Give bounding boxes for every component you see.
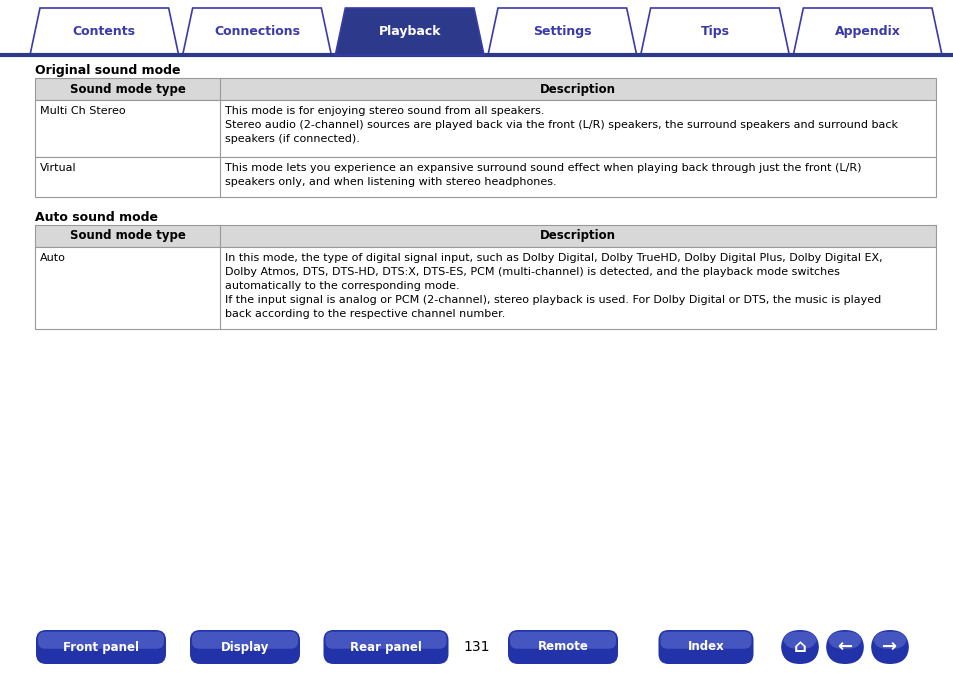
FancyBboxPatch shape bbox=[870, 630, 908, 664]
FancyBboxPatch shape bbox=[782, 632, 816, 649]
FancyBboxPatch shape bbox=[36, 630, 166, 664]
Text: Sound mode type: Sound mode type bbox=[70, 83, 185, 96]
Text: Front panel: Front panel bbox=[63, 641, 139, 653]
Text: Virtual: Virtual bbox=[40, 163, 76, 173]
FancyBboxPatch shape bbox=[827, 632, 862, 649]
Polygon shape bbox=[335, 8, 483, 55]
Polygon shape bbox=[30, 8, 178, 55]
Text: This mode is for enjoying stereo sound from all speakers.
Stereo audio (2-channe: This mode is for enjoying stereo sound f… bbox=[225, 106, 897, 144]
Text: Description: Description bbox=[539, 229, 616, 242]
Text: This mode lets you experience an expansive surround sound effect when playing ba: This mode lets you experience an expansi… bbox=[225, 163, 861, 187]
Text: Appendix: Appendix bbox=[834, 25, 900, 38]
FancyBboxPatch shape bbox=[192, 632, 297, 649]
FancyBboxPatch shape bbox=[325, 632, 446, 649]
Text: Description: Description bbox=[539, 83, 616, 96]
Bar bbox=[35, 247, 935, 329]
Bar bbox=[35, 225, 935, 247]
Text: Original sound mode: Original sound mode bbox=[35, 64, 180, 77]
Text: Tips: Tips bbox=[700, 25, 729, 38]
Text: Settings: Settings bbox=[533, 25, 591, 38]
Text: Rear panel: Rear panel bbox=[350, 641, 421, 653]
FancyBboxPatch shape bbox=[510, 632, 616, 649]
Bar bbox=[35, 157, 935, 197]
Text: Index: Index bbox=[687, 641, 723, 653]
FancyBboxPatch shape bbox=[825, 630, 863, 664]
Text: Multi Ch Stereo: Multi Ch Stereo bbox=[40, 106, 126, 116]
FancyBboxPatch shape bbox=[659, 632, 751, 649]
FancyBboxPatch shape bbox=[38, 632, 164, 649]
Text: Auto sound mode: Auto sound mode bbox=[35, 211, 158, 224]
Text: ←: ← bbox=[837, 638, 852, 656]
Text: Sound mode type: Sound mode type bbox=[70, 229, 185, 242]
Bar bbox=[35, 100, 935, 157]
Polygon shape bbox=[640, 8, 788, 55]
FancyBboxPatch shape bbox=[190, 630, 299, 664]
Polygon shape bbox=[488, 8, 636, 55]
FancyBboxPatch shape bbox=[872, 632, 906, 649]
Text: →: → bbox=[882, 638, 897, 656]
Polygon shape bbox=[793, 8, 941, 55]
Text: Playback: Playback bbox=[378, 25, 440, 38]
Text: 131: 131 bbox=[463, 640, 490, 654]
Text: ⌂: ⌂ bbox=[793, 638, 805, 656]
Text: Auto: Auto bbox=[40, 253, 66, 263]
FancyBboxPatch shape bbox=[323, 630, 448, 664]
FancyBboxPatch shape bbox=[658, 630, 753, 664]
Text: Display: Display bbox=[220, 641, 269, 653]
Text: Connections: Connections bbox=[213, 25, 299, 38]
FancyBboxPatch shape bbox=[507, 630, 618, 664]
Text: In this mode, the type of digital signal input, such as Dolby Digital, Dolby Tru: In this mode, the type of digital signal… bbox=[225, 253, 882, 319]
Text: Contents: Contents bbox=[72, 25, 135, 38]
Text: Remote: Remote bbox=[537, 641, 588, 653]
Bar bbox=[35, 78, 935, 100]
FancyBboxPatch shape bbox=[781, 630, 818, 664]
Polygon shape bbox=[182, 8, 331, 55]
